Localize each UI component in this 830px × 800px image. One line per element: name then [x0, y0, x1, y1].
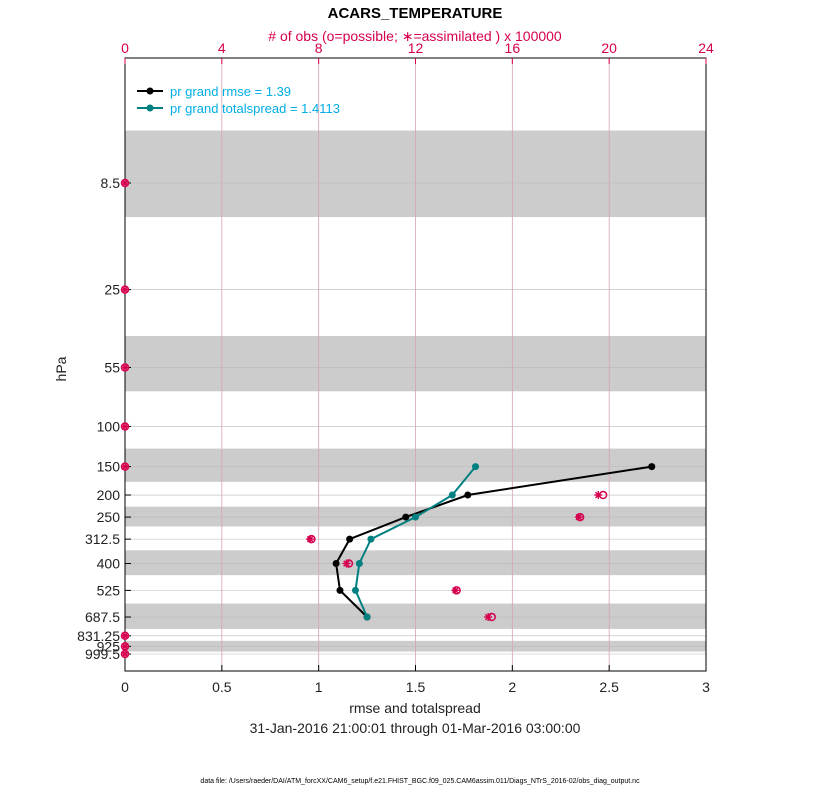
footer-data-file: data file: /Users/raeder/DAI/ATM_forcXX/… [200, 778, 640, 785]
y-tick-label: 25 [104, 282, 120, 298]
y-tick-label: 250 [97, 509, 121, 525]
obs-assimilated-marker [484, 613, 493, 622]
x-axis-label: rmse and totalspread [349, 700, 481, 716]
obs-assimilated-marker [121, 642, 129, 651]
series-line-rmse [335, 465, 652, 618]
data-point [355, 560, 363, 568]
top-tick-label: 0 [121, 40, 129, 56]
data-point [412, 513, 419, 521]
top-tick-label: 12 [408, 40, 424, 56]
asterisk-stroke [452, 587, 459, 594]
x-tick-label: 2.5 [599, 679, 619, 695]
x-tick-label: 3 [702, 679, 710, 695]
y-tick-label: 312.5 [85, 531, 120, 547]
top-tick-label: 24 [698, 40, 714, 56]
asterisk-stroke [121, 650, 129, 658]
asterisk-stroke [121, 179, 129, 187]
data-point [351, 586, 359, 594]
x-axis-ticks: 0 0.5 1 1.5 2 2.5 3 [121, 665, 710, 695]
obs-assimilated-marker [121, 462, 129, 471]
y-tick-label: 999.5 [85, 646, 120, 662]
series [332, 463, 656, 621]
asterisk-stroke [121, 364, 129, 371]
x-tick-label: 1.5 [406, 679, 426, 695]
legend-label-rmse: pr grand rmse = 1.39 [170, 84, 291, 99]
x-tick-label: 2 [508, 679, 516, 695]
legend-marker-rmse [146, 87, 154, 95]
top-tick-label: 20 [601, 40, 617, 56]
obs-assimilated-marker [594, 491, 603, 500]
top-axis-label: # of obs (o=possible; ∗=assimilated ) x … [268, 28, 562, 44]
asterisk-stroke [594, 491, 602, 499]
asterisk-stroke [306, 535, 314, 543]
y-tick-label: 831.25 [77, 628, 120, 644]
obs-assimilated-marker [121, 179, 129, 187]
x-tick-label: 0 [121, 679, 129, 695]
y-tick-label: 400 [97, 556, 121, 572]
data-point [336, 586, 344, 594]
y-tick-label: 8.5 [101, 175, 121, 191]
y-tick-label: 687.5 [85, 609, 120, 625]
data-point [332, 560, 340, 568]
y-tick-label: 100 [97, 419, 121, 435]
obs-assimilated-marker [306, 535, 315, 544]
top-axis-ticks: 0 4 8 12 16 20 24 [121, 40, 714, 64]
y-axis-ticks: 8.5 25 55 100 150 200 250 312.5 400 525 687.5 831.2… [77, 175, 131, 662]
data-point [402, 513, 410, 521]
obs-assimilated-marker [121, 363, 129, 372]
y-tick-label: 55 [104, 359, 120, 375]
x-tick-label: 1 [315, 679, 323, 695]
asterisk-stroke [121, 632, 129, 640]
asterisk-stroke [121, 643, 129, 650]
asterisk-stroke [484, 613, 492, 621]
obs-assimilated-marker [121, 285, 129, 294]
asterisk-stroke [121, 423, 129, 430]
y-tick-label: 925 [97, 638, 121, 654]
obs-assimilated-marker [121, 650, 129, 658]
y-axis-label: hPa [53, 356, 69, 381]
legend: pr grand rmse = 1.39 pr grand totalsprea… [137, 84, 340, 116]
legend-marker-spread [146, 104, 154, 112]
chart-title: ACARS_TEMPERATURE [328, 5, 503, 22]
data-point [448, 491, 456, 499]
y-tick-label: 150 [97, 459, 121, 475]
data-point [367, 535, 375, 543]
legend-label-spread: pr grand totalspread = 1.4113 [170, 101, 340, 116]
top-tick-label: 16 [505, 40, 521, 56]
obs-assimilated-marker [574, 513, 583, 522]
grid [125, 58, 706, 671]
data-point [346, 535, 354, 543]
obs-assimilated-marker [342, 559, 351, 568]
asterisk-stroke [121, 463, 129, 470]
asterisk-stroke [343, 560, 350, 567]
asterisk-stroke [121, 286, 129, 293]
data-point [464, 491, 472, 499]
obs-assimilated-marker [121, 422, 129, 431]
obs-assimilated-marker [121, 631, 129, 640]
obs-counts [120, 178, 608, 659]
y-tick-label: 525 [97, 582, 121, 598]
data-point [472, 463, 480, 471]
data-point [363, 613, 371, 621]
data-point [648, 463, 656, 471]
x-tick-label: 0.5 [212, 679, 232, 695]
y-tick-label: 200 [97, 487, 121, 503]
date-range: 31-Jan-2016 21:00:01 through 01-Mar-2016… [250, 720, 581, 736]
top-tick-label: 8 [315, 40, 323, 56]
obs-assimilated-marker [451, 586, 460, 595]
top-tick-label: 4 [218, 40, 226, 56]
asterisk-stroke [575, 513, 583, 521]
